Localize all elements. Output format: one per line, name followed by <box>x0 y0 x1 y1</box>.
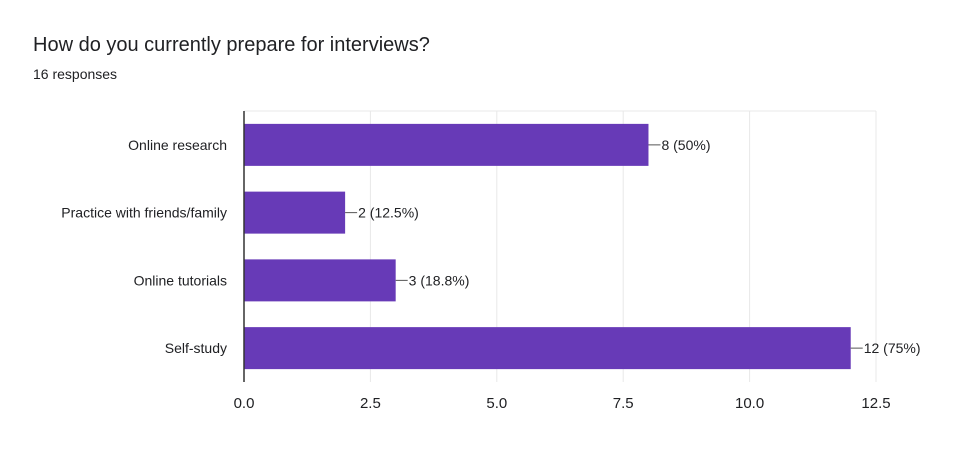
response-count: 16 responses <box>33 66 118 82</box>
x-tick-label: 2.5 <box>360 395 381 412</box>
data-label: 12 (75%) <box>864 340 921 356</box>
data-label: 8 (50%) <box>661 137 710 153</box>
data-label: 3 (18.8%) <box>409 272 470 288</box>
bar <box>244 327 851 370</box>
x-tick-label: 5.0 <box>486 395 507 412</box>
x-tick-label: 12.5 <box>861 395 890 412</box>
bar <box>244 123 649 166</box>
category-label: Self-study <box>165 340 227 356</box>
chart-title: How do you currently prepare for intervi… <box>33 34 430 56</box>
category-label: Online research <box>128 137 227 153</box>
data-label: 2 (12.5%) <box>358 205 419 221</box>
x-tick-label: 10.0 <box>735 395 764 412</box>
bar <box>244 191 346 234</box>
category-label: Practice with friends/family <box>61 205 227 221</box>
x-tick-label: 0.0 <box>234 395 255 412</box>
x-tick-label: 7.5 <box>613 395 634 412</box>
category-label: Online tutorials <box>134 272 227 288</box>
bar <box>244 259 396 302</box>
